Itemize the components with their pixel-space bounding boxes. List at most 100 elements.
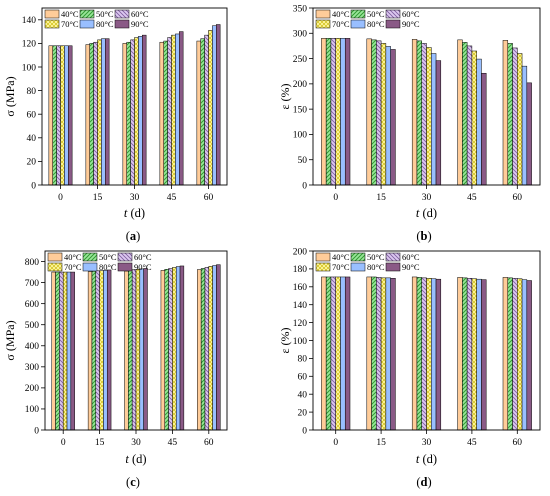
legend-label-60: 60°C <box>402 9 420 19</box>
y-tick-label: 300 <box>293 30 308 40</box>
bar-a-50-15 <box>90 43 94 185</box>
bar-d-50-15 <box>372 277 377 430</box>
bar-d-60-60 <box>513 278 518 430</box>
bar-d-70-30 <box>427 278 432 430</box>
y-tick-label: 20 <box>298 408 308 418</box>
bar-d-80-15 <box>386 278 391 430</box>
legend-label-80: 80°C <box>96 19 114 29</box>
legend-label-90: 90°C <box>134 262 152 272</box>
y-tick-label: 120 <box>293 319 308 329</box>
y-tick-label: 800 <box>25 258 40 268</box>
bar-b-60-60 <box>513 48 518 185</box>
chart-panel-c: 0100200300400500600700800015304560σ (MPa… <box>3 251 227 489</box>
legend: 40°C50°C60°C70°C80°C90°C <box>48 252 152 272</box>
legend-swatch-80 <box>351 20 365 28</box>
x-axis-label: t (d) <box>124 206 145 220</box>
legend-label-50: 50°C <box>96 9 114 19</box>
legend-swatch-70 <box>316 263 330 271</box>
bar-d-90-15 <box>391 278 396 430</box>
bar-b-90-45 <box>481 73 486 185</box>
y-axis-label: ε (%) <box>278 327 292 353</box>
bar-a-60-30 <box>131 40 135 185</box>
y-tick-label: 120 <box>22 40 37 50</box>
bar-b-90-30 <box>436 61 441 185</box>
bar-d-80-45 <box>477 279 482 430</box>
y-tick-label: 400 <box>25 342 40 352</box>
bar-a-40-60 <box>197 41 201 185</box>
legend-swatch-50 <box>80 10 94 18</box>
legend-swatch-80 <box>351 263 365 271</box>
chart-panel-a: 020406080100120140015304560σ (MPa)t (d)(… <box>3 8 227 243</box>
bar-a-40-15 <box>86 45 90 185</box>
bar-c-40-45 <box>161 270 165 430</box>
y-tick-label: 0 <box>302 181 307 191</box>
legend-swatch-40 <box>316 10 330 18</box>
x-axis-label: t (d) <box>416 452 437 466</box>
legend-label-50: 50°C <box>367 252 385 262</box>
bar-a-90-0 <box>68 46 72 185</box>
bar-b-80-60 <box>522 66 527 185</box>
legend-swatch-90 <box>386 20 400 28</box>
panel-label: (d) <box>416 475 431 489</box>
y-tick-label: 150 <box>293 105 308 115</box>
x-tick-label: 15 <box>376 438 386 448</box>
bar-b-40-15 <box>367 39 372 185</box>
bar-b-50-60 <box>508 43 513 185</box>
bar-d-60-45 <box>467 278 472 430</box>
legend-label-80: 80°C <box>367 19 385 29</box>
bar-d-40-0 <box>321 277 326 430</box>
bar-b-70-15 <box>381 43 386 185</box>
legend-swatch-40 <box>316 253 330 261</box>
legend-swatch-50 <box>351 10 365 18</box>
y-tick-label: 200 <box>293 247 308 257</box>
legend-swatch-80 <box>80 20 94 28</box>
bar-c-40-15 <box>88 272 92 430</box>
bar-d-50-60 <box>508 278 513 430</box>
bar-d-70-15 <box>381 278 386 430</box>
bar-a-70-15 <box>98 40 102 185</box>
bar-c-50-15 <box>92 271 96 430</box>
x-tick-label: 0 <box>58 193 63 203</box>
y-axis-label: ε (%) <box>278 83 292 109</box>
bar-c-80-0 <box>67 272 71 430</box>
legend: 40°C50°C60°C70°C80°C90°C <box>316 9 420 29</box>
bar-a-80-45 <box>175 34 179 185</box>
legend-swatch-50 <box>351 253 365 261</box>
x-tick-label: 45 <box>167 193 177 203</box>
legend-label-70: 70°C <box>61 19 79 29</box>
bar-b-50-15 <box>372 40 377 185</box>
legend-label-50: 50°C <box>367 9 385 19</box>
legend-swatch-60 <box>115 10 129 18</box>
legend-swatch-90 <box>118 263 132 271</box>
legend-label-40: 40°C <box>332 252 350 262</box>
bar-b-80-15 <box>386 46 391 185</box>
bar-c-80-15 <box>103 270 107 430</box>
bar-a-90-30 <box>142 35 146 185</box>
y-tick-label: 200 <box>293 80 308 90</box>
legend-swatch-40 <box>48 253 62 261</box>
y-tick-label: 80 <box>27 87 37 97</box>
bar-a-70-0 <box>61 46 65 185</box>
bar-a-80-0 <box>64 46 68 185</box>
bar-c-70-0 <box>63 272 67 430</box>
bar-c-90-45 <box>180 266 184 430</box>
legend-swatch-50 <box>83 253 97 261</box>
bar-d-80-0 <box>340 277 345 430</box>
legend-swatch-70 <box>45 20 59 28</box>
bar-a-60-45 <box>168 38 172 186</box>
bar-a-60-60 <box>205 35 209 185</box>
y-tick-label: 160 <box>293 283 308 293</box>
bar-c-50-60 <box>201 268 205 430</box>
x-tick-label: 60 <box>204 193 214 203</box>
bar-d-60-15 <box>376 277 381 430</box>
bar-d-40-60 <box>503 277 508 430</box>
legend-label-90: 90°C <box>402 262 420 272</box>
bar-a-80-30 <box>138 36 142 185</box>
bar-d-90-45 <box>481 280 486 430</box>
y-axis-label: σ (MPa) <box>3 76 17 116</box>
x-tick-label: 15 <box>376 193 386 203</box>
legend-swatch-60 <box>386 10 400 18</box>
bar-c-80-30 <box>140 269 144 430</box>
x-tick-label: 30 <box>422 193 432 203</box>
